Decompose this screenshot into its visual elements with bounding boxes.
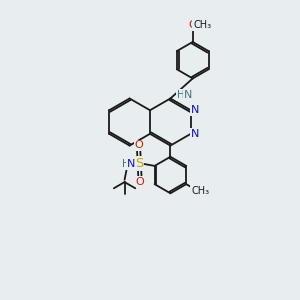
Text: H: H [122,159,129,169]
Text: N: N [190,105,199,115]
Text: CH₃: CH₃ [193,20,211,30]
Text: H: H [177,90,185,100]
Text: O: O [189,20,197,30]
Text: N: N [184,90,192,100]
Text: S: S [135,157,143,170]
Text: O: O [134,140,143,150]
Text: CH₃: CH₃ [191,186,209,196]
Text: N: N [190,129,199,139]
Text: O: O [136,177,144,187]
Text: N: N [127,159,136,169]
